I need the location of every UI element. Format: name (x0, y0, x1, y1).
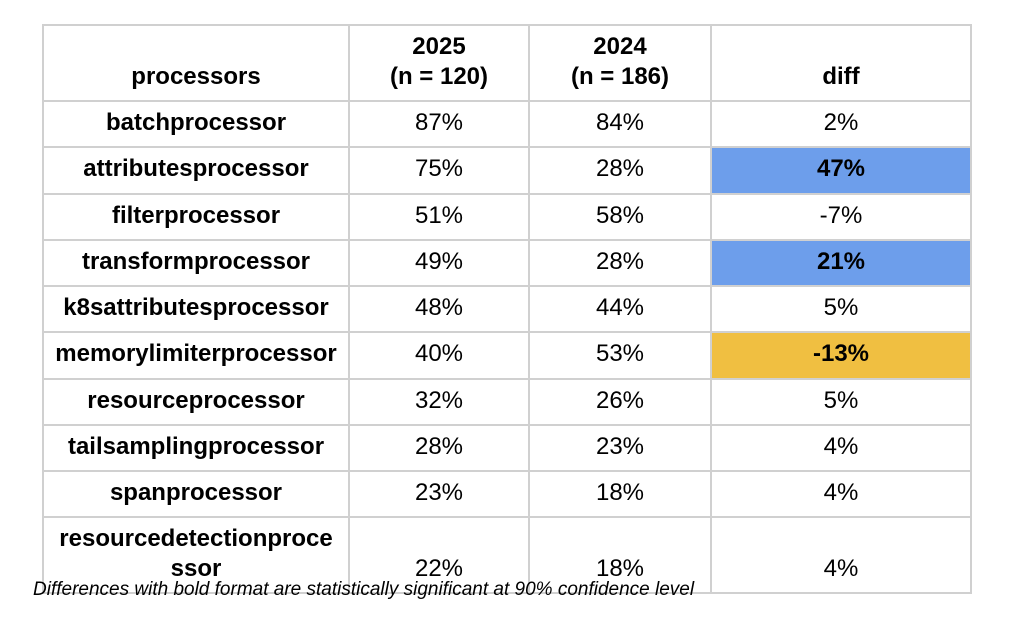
table-row: tailsamplingprocessor 28% 23% 4% (42, 423, 972, 473)
cell-2024-value: 28% (528, 238, 712, 288)
cell-2024-value: 18% (528, 470, 712, 519)
cell-2024-value: 23% (528, 423, 712, 473)
col-header-2024-year: 2024 (593, 33, 647, 61)
cell-diff-value: -13% (710, 331, 972, 380)
table-row: resourcedetectionprocessor 22% 18% 4% (42, 516, 972, 594)
cell-2025-value: 51% (348, 192, 530, 241)
table-row: attributesprocessor 75% 28% 47% (42, 146, 972, 195)
cell-diff-value: 4% (710, 470, 972, 519)
cell-2024-value: 26% (528, 377, 712, 426)
col-header-2024-sample-size: (n = 186) (570, 62, 670, 90)
table-row: spanprocessor 23% 18% 4% (42, 470, 972, 519)
cell-processor-name: attributesprocessor (42, 146, 350, 195)
col-header-2025-year: 2025 (412, 33, 466, 61)
cell-processor-name: k8sattributesprocessor (42, 285, 350, 334)
cell-2024-value: 84% (528, 99, 712, 149)
cell-2025-value: 32% (348, 377, 530, 426)
cell-processor-name: resourceprocessor (42, 377, 350, 426)
cell-diff-value: 5% (710, 285, 972, 334)
cell-2024-value: 18% (528, 516, 712, 594)
cell-diff-value: 5% (710, 377, 972, 426)
header-row: processors 2025 (n = 120) 2024 (n = 186)… (42, 24, 972, 102)
col-header-2025-sample-size: (n = 120) (389, 62, 489, 90)
processor-usage-table-container: processors 2025 (n = 120) 2024 (n = 186)… (42, 24, 972, 594)
col-header-diff-label: diff (822, 62, 860, 90)
col-header-processors-label: processors (131, 62, 261, 90)
table-row: batchprocessor 87% 84% 2% (42, 99, 972, 149)
cell-processor-name: resourcedetectionprocessor (42, 516, 350, 594)
cell-2025-value: 49% (348, 238, 530, 288)
table-row: filterprocessor 51% 58% -7% (42, 192, 972, 241)
cell-diff-value: 4% (710, 423, 972, 473)
table-header: processors 2025 (n = 120) 2024 (n = 186)… (42, 24, 972, 102)
col-header-processors: processors (42, 24, 350, 102)
table-row: resourceprocessor 32% 26% 5% (42, 377, 972, 426)
cell-2025-value: 23% (348, 470, 530, 519)
cell-2024-value: 53% (528, 331, 712, 380)
cell-diff-value: -7% (710, 192, 972, 241)
processor-usage-table: processors 2025 (n = 120) 2024 (n = 186)… (42, 24, 972, 594)
cell-2025-value: 28% (348, 423, 530, 473)
cell-processor-name: tailsamplingprocessor (42, 423, 350, 473)
cell-2024-value: 44% (528, 285, 712, 334)
cell-processor-name: memorylimiterprocessor (42, 331, 350, 380)
col-header-2025: 2025 (n = 120) (348, 24, 530, 102)
table-row: k8sattributesprocessor 48% 44% 5% (42, 285, 972, 334)
cell-2025-value: 87% (348, 99, 530, 149)
cell-diff-value: 21% (710, 238, 972, 288)
cell-processor-name: batchprocessor (42, 99, 350, 149)
col-header-2024: 2024 (n = 186) (528, 24, 712, 102)
significance-footnote: Differences with bold format are statist… (33, 579, 695, 600)
cell-processor-name: spanprocessor (42, 470, 350, 519)
col-header-diff: diff (710, 24, 972, 102)
cell-diff-value: 2% (710, 99, 972, 149)
cell-2025-value: 40% (348, 331, 530, 380)
cell-2024-value: 58% (528, 192, 712, 241)
cell-2025-value: 75% (348, 146, 530, 195)
cell-2024-value: 28% (528, 146, 712, 195)
cell-2025-value: 48% (348, 285, 530, 334)
cell-processor-name: filterprocessor (42, 192, 350, 241)
table-row: transformprocessor 49% 28% 21% (42, 238, 972, 288)
table-row: memorylimiterprocessor 40% 53% -13% (42, 331, 972, 380)
cell-diff-value: 47% (710, 146, 972, 195)
cell-2025-value: 22% (348, 516, 530, 594)
table-body: batchprocessor 87% 84% 2% attributesproc… (42, 99, 972, 594)
cell-processor-name: transformprocessor (42, 238, 350, 288)
cell-diff-value: 4% (710, 516, 972, 594)
